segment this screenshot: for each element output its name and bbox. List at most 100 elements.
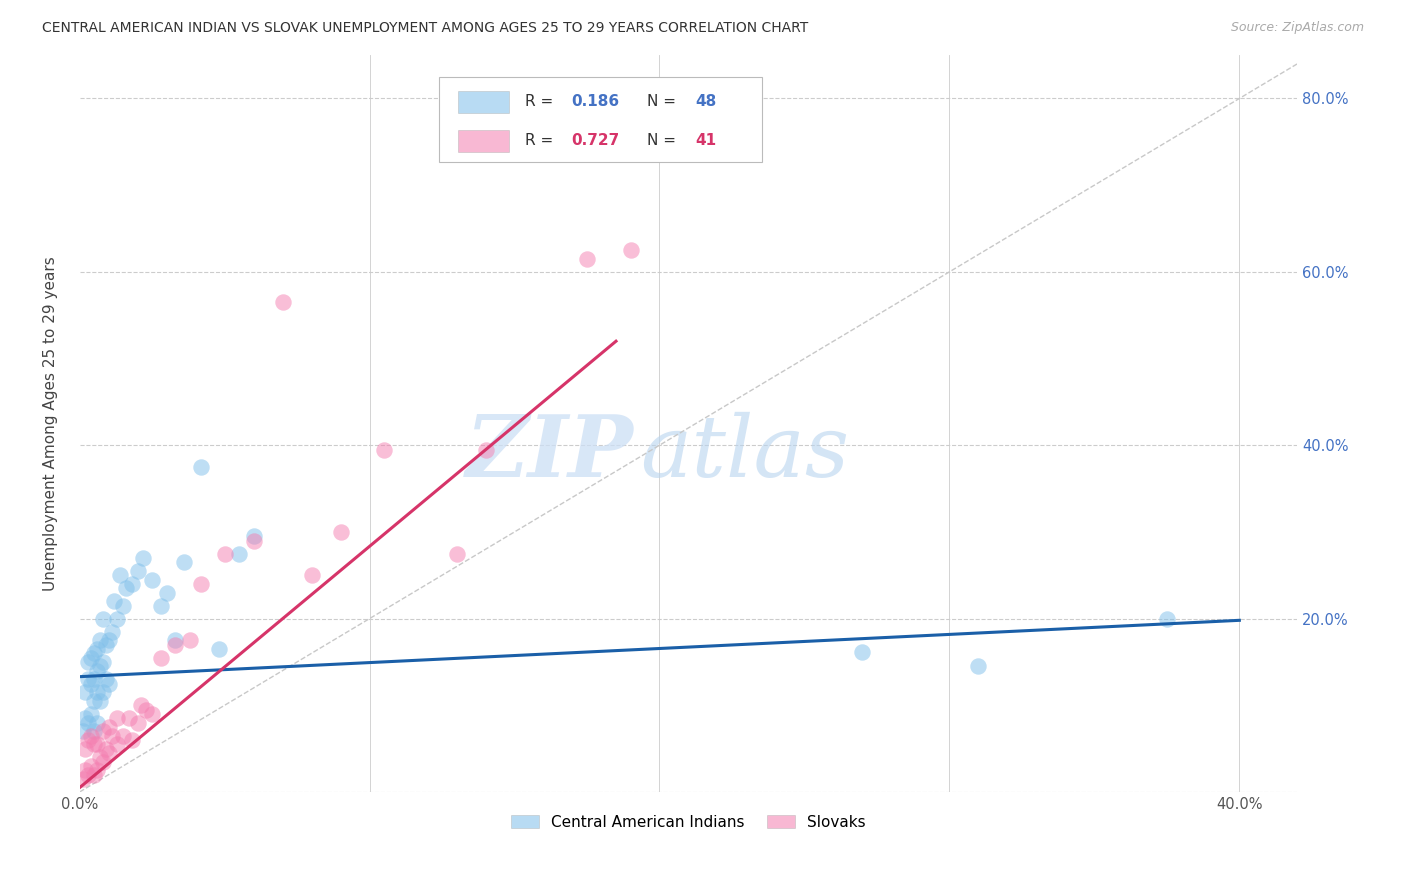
Point: [271, 295, 294, 310]
Point: [474, 442, 496, 457]
Text: 0.727: 0.727: [572, 133, 620, 148]
Point: [83, 724, 105, 739]
Point: [967, 659, 990, 673]
Point: [214, 547, 236, 561]
Point: [94, 741, 117, 756]
Point: [173, 555, 195, 569]
Point: [91, 611, 114, 625]
Point: [89, 694, 111, 708]
Point: [83, 737, 105, 751]
Text: 41: 41: [696, 133, 717, 148]
Point: [89, 633, 111, 648]
Point: [80, 650, 103, 665]
Point: [86, 737, 108, 751]
Point: [83, 646, 105, 660]
Point: [97, 720, 120, 734]
Bar: [458, 129, 509, 152]
Point: [89, 750, 111, 764]
Point: [86, 764, 108, 778]
Point: [83, 673, 105, 687]
Point: [103, 594, 125, 608]
Point: [851, 644, 873, 658]
Point: [80, 759, 103, 773]
Point: [86, 642, 108, 657]
Bar: [458, 91, 509, 112]
Point: [91, 655, 114, 669]
Point: [121, 577, 143, 591]
Text: atlas: atlas: [640, 412, 849, 494]
Point: [77, 733, 100, 747]
Text: R =: R =: [526, 133, 558, 148]
Point: [91, 755, 114, 769]
Text: ZIP: ZIP: [465, 411, 634, 495]
Point: [100, 624, 122, 639]
Text: R =: R =: [526, 95, 558, 110]
Point: [80, 706, 103, 721]
Point: [110, 568, 132, 582]
Point: [105, 737, 128, 751]
Point: [129, 698, 152, 713]
Point: [228, 547, 250, 561]
Text: N =: N =: [647, 95, 681, 110]
Point: [156, 585, 179, 599]
Point: [75, 741, 97, 756]
Point: [373, 442, 395, 457]
Point: [165, 638, 187, 652]
Point: [83, 767, 105, 781]
Point: [135, 703, 157, 717]
Point: [127, 564, 149, 578]
Point: [619, 243, 641, 257]
Point: [112, 729, 135, 743]
Text: 0.186: 0.186: [572, 95, 620, 110]
Point: [149, 599, 172, 613]
Point: [75, 685, 97, 699]
Point: [132, 550, 155, 565]
Point: [329, 524, 352, 539]
Point: [91, 724, 114, 739]
Point: [1156, 611, 1178, 625]
Point: [105, 611, 128, 625]
Point: [149, 650, 172, 665]
Point: [127, 715, 149, 730]
Point: [75, 711, 97, 725]
Text: CENTRAL AMERICAN INDIAN VS SLOVAK UNEMPLOYMENT AMONG AGES 25 TO 29 YEARS CORRELA: CENTRAL AMERICAN INDIAN VS SLOVAK UNEMPL…: [42, 21, 808, 35]
Point: [75, 764, 97, 778]
Y-axis label: Unemployment Among Ages 25 to 29 years: Unemployment Among Ages 25 to 29 years: [44, 256, 58, 591]
Point: [446, 547, 468, 561]
FancyBboxPatch shape: [439, 78, 762, 162]
Point: [165, 633, 187, 648]
Point: [242, 529, 264, 543]
Point: [89, 659, 111, 673]
Point: [83, 694, 105, 708]
Point: [86, 685, 108, 699]
Point: [97, 633, 120, 648]
Point: [80, 729, 103, 743]
Point: [97, 746, 120, 760]
Point: [141, 706, 163, 721]
Point: [190, 459, 212, 474]
Point: [86, 664, 108, 678]
Point: [94, 638, 117, 652]
Text: Source: ZipAtlas.com: Source: ZipAtlas.com: [1230, 21, 1364, 34]
Point: [179, 633, 201, 648]
Point: [77, 715, 100, 730]
Point: [141, 573, 163, 587]
Point: [72, 724, 94, 739]
Point: [105, 711, 128, 725]
Text: N =: N =: [647, 133, 681, 148]
Point: [190, 577, 212, 591]
Point: [77, 767, 100, 781]
Text: 48: 48: [696, 95, 717, 110]
Point: [77, 655, 100, 669]
Point: [301, 568, 323, 582]
Point: [242, 533, 264, 548]
Point: [112, 599, 135, 613]
Point: [115, 581, 138, 595]
Point: [121, 733, 143, 747]
Point: [91, 685, 114, 699]
Point: [77, 673, 100, 687]
Point: [100, 729, 122, 743]
Legend: Central American Indians, Slovaks: Central American Indians, Slovaks: [505, 809, 872, 836]
Point: [80, 676, 103, 690]
Point: [97, 676, 120, 690]
